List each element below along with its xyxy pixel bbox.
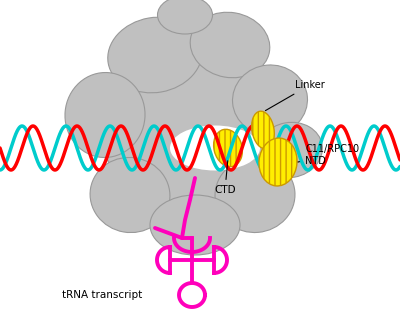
Ellipse shape (215, 158, 295, 232)
Ellipse shape (170, 126, 260, 170)
Text: CTD: CTD (214, 161, 236, 195)
Ellipse shape (158, 0, 212, 34)
Text: C11/RPC10
NTD: C11/RPC10 NTD (298, 144, 359, 166)
Ellipse shape (258, 122, 322, 178)
Ellipse shape (102, 50, 298, 220)
Text: Linker: Linker (266, 80, 325, 111)
Ellipse shape (232, 65, 308, 135)
Text: tRNA transcript: tRNA transcript (62, 290, 142, 300)
Ellipse shape (190, 12, 270, 78)
Ellipse shape (65, 73, 145, 158)
Ellipse shape (252, 111, 274, 149)
Ellipse shape (90, 158, 170, 232)
Ellipse shape (259, 138, 297, 186)
Ellipse shape (214, 129, 242, 167)
Ellipse shape (150, 195, 240, 255)
Ellipse shape (108, 17, 202, 93)
